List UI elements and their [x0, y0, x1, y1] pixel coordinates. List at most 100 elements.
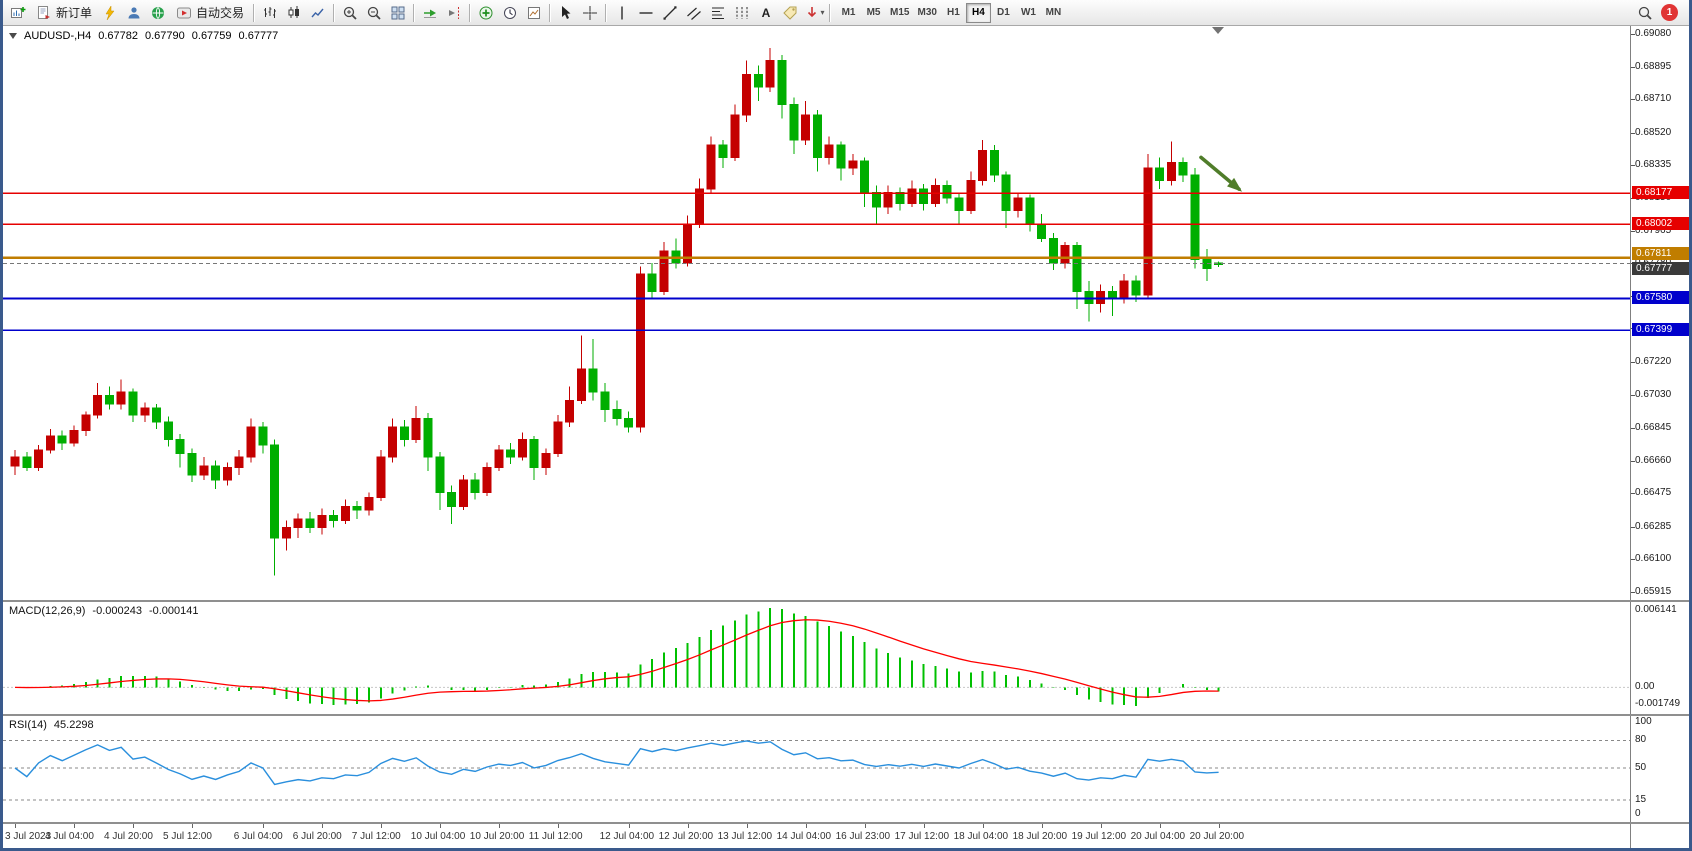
price-scale-label: 0.67220	[1635, 355, 1672, 367]
panel-splitter[interactable]	[3, 822, 1689, 824]
timeframe-button-H4[interactable]: H4	[965, 2, 991, 23]
candle	[482, 462, 492, 496]
rsi-panel: 100 80 50 15 0 RSI(14) 45.2298	[3, 716, 1689, 822]
channel-tool-button[interactable]	[682, 2, 706, 24]
candle	[376, 450, 386, 502]
panel-splitter[interactable]	[3, 600, 1689, 602]
candle	[399, 420, 409, 447]
timeframe-button-MN[interactable]: MN	[1041, 3, 1066, 23]
timeframe-button-M5[interactable]: M5	[861, 3, 886, 23]
candle	[777, 55, 787, 119]
rsi-panel-canvas[interactable]	[3, 716, 1630, 822]
timeframe-button-W1[interactable]: W1	[1016, 3, 1041, 23]
price-scale[interactable]: 0.69080 0.68895 0.68710 0.68520 0.68335 0.681…	[1630, 26, 1689, 600]
autotrading-button[interactable]: 自动交易	[170, 2, 250, 24]
price-tick	[1631, 34, 1635, 35]
candle	[541, 448, 551, 475]
rsi-scale[interactable]: 100 80 50 15 0	[1630, 716, 1689, 822]
main-chart-canvas[interactable]	[3, 26, 1630, 600]
support-price-badge: 0.67580	[1632, 291, 1689, 305]
candle	[246, 418, 256, 463]
candle	[824, 136, 834, 165]
community-button[interactable]	[146, 2, 170, 24]
timeframe-button-M15[interactable]: M15	[886, 3, 913, 23]
fibonacci-icon	[712, 7, 725, 19]
chart-header: AUDUSD-,H4 0.67782 0.67790 0.67759 0.677…	[9, 30, 278, 42]
timeframe-button-D1[interactable]: D1	[991, 3, 1016, 23]
price-tick	[1631, 99, 1635, 101]
candle	[517, 432, 527, 461]
new-chart-button[interactable]	[6, 2, 30, 24]
candle	[234, 450, 244, 475]
auto-scroll-button[interactable]	[418, 2, 442, 24]
price-scale-label: 0.67965	[1635, 224, 1672, 236]
chart-shift-button[interactable]	[442, 2, 466, 24]
one-click-trading-toggle-icon[interactable]	[9, 33, 17, 39]
metaeditor-button[interactable]	[98, 2, 122, 24]
new-chart-icon	[11, 6, 26, 18]
candle	[199, 457, 209, 481]
notification-badge[interactable]: 1	[1661, 4, 1678, 21]
horizontal-line-tool-button[interactable]	[634, 2, 658, 24]
trendline-tool-button[interactable]	[658, 2, 682, 24]
macd-panel-canvas[interactable]	[3, 602, 1630, 714]
cycle-lines-tool-button[interactable]	[730, 2, 754, 24]
arrows-tool-button[interactable]: ▾	[802, 2, 826, 24]
lightning-icon	[105, 4, 115, 20]
candle	[69, 425, 79, 447]
auto-scroll-icon	[424, 9, 437, 18]
price-scale-label: 0.66660	[1635, 454, 1672, 466]
autotrading-label: 自动交易	[196, 6, 245, 20]
candle	[1202, 249, 1212, 281]
rsi-line	[14, 740, 1219, 786]
timeframe-button-M30[interactable]: M30	[913, 3, 940, 23]
rsi-scale-label: 15	[1635, 794, 1647, 806]
time-scale[interactable]: 3 Jul 2023 4 Jul 04:00 4 Jul 20:00 5 Jul 12…	[3, 824, 1630, 848]
timeframe-button-H1[interactable]: H1	[941, 3, 966, 23]
toolbar-separator	[333, 3, 336, 22]
timeframe-button-M1[interactable]: M1	[836, 3, 861, 23]
cycle-lines-icon	[736, 6, 748, 19]
chart-shift-marker-icon[interactable]	[1212, 27, 1224, 34]
vertical-line-tool-button[interactable]	[610, 2, 634, 24]
candle	[34, 444, 44, 472]
fibonacci-tool-button[interactable]	[706, 2, 730, 24]
candle	[1155, 157, 1165, 190]
bar-chart-button[interactable]	[258, 2, 282, 24]
time-scale-corner	[1630, 824, 1689, 848]
text-label-tool-button[interactable]	[778, 2, 802, 24]
indicators-button[interactable]	[474, 2, 498, 24]
tile-windows-button[interactable]	[386, 2, 410, 24]
line-chart-button[interactable]	[306, 2, 330, 24]
time-axis-label: 4 Jul 04:00	[45, 831, 94, 842]
price-tick	[1631, 428, 1635, 430]
globe-icon	[152, 6, 165, 19]
templates-button[interactable]	[522, 2, 546, 24]
profiles-button[interactable]	[122, 2, 146, 24]
candle	[635, 266, 645, 433]
candle	[1001, 171, 1011, 228]
open-value: 0.67782	[98, 30, 138, 42]
candlestick-chart-button[interactable]	[282, 2, 306, 24]
zoom-in-button[interactable]	[338, 2, 362, 24]
crosshair-button[interactable]	[578, 2, 602, 24]
text-tool-button[interactable]: A	[754, 2, 778, 24]
toolbar-separator	[253, 3, 256, 22]
new-order-button[interactable]: 新订单	[30, 2, 98, 24]
cursor-button[interactable]	[554, 2, 578, 24]
toolbar-separator	[469, 3, 472, 22]
candle	[978, 139, 988, 186]
macd-scale-max: 0.006141	[1635, 604, 1677, 615]
zoom-out-button[interactable]	[362, 2, 386, 24]
trendline-icon	[663, 5, 677, 20]
macd-scale[interactable]: 0.006141 0.00 -0.001749	[1630, 602, 1689, 714]
sell-arrow-annotation[interactable]	[1199, 155, 1243, 192]
price-scale-label: 0.66475	[1635, 487, 1672, 499]
panel-splitter[interactable]	[3, 714, 1689, 716]
search-button[interactable]	[1633, 2, 1657, 24]
time-axis-label: 10 Jul 20:00	[469, 831, 525, 842]
periods-button[interactable]	[498, 2, 522, 24]
candle	[317, 508, 327, 535]
candle	[258, 421, 268, 454]
